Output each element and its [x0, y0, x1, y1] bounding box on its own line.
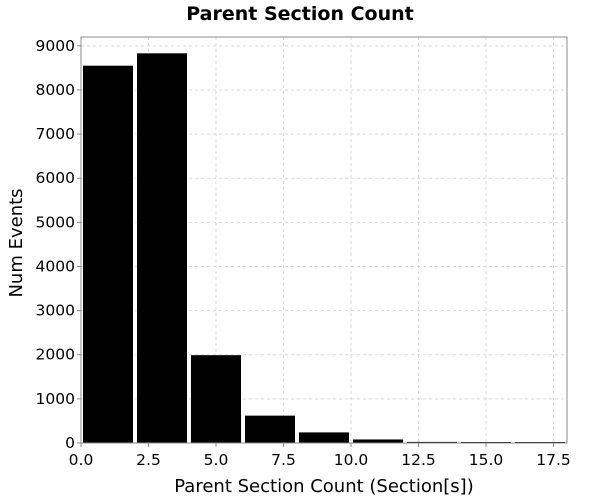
histogram-bar-4	[245, 415, 295, 443]
x-tick-label: 15.0	[469, 451, 504, 469]
y-axis-ticks: 0 1000 2000 3000 4000 5000 6000 7000 8000 9000	[36, 37, 81, 452]
y-tick-label: 4000	[36, 257, 75, 275]
y-tick-label: 1000	[36, 390, 75, 408]
histogram-bar-1	[83, 65, 133, 443]
x-tick-label: 17.5	[536, 451, 571, 469]
x-tick-label: 0.0	[69, 451, 94, 469]
histogram-bar-3	[191, 355, 241, 443]
y-axis-label: Num Events	[6, 188, 27, 297]
y-tick-label: 0	[65, 434, 75, 452]
y-tick-label: 9000	[36, 37, 75, 55]
x-tick-label: 2.5	[136, 451, 161, 469]
bars	[83, 53, 565, 444]
y-tick-label: 7000	[36, 125, 75, 143]
x-tick-label: 10.0	[334, 451, 369, 469]
histogram-bar-5	[299, 432, 349, 443]
histogram-bar-2	[137, 53, 187, 444]
plot-frame	[80, 36, 568, 444]
x-tick-label: 5.0	[204, 451, 229, 469]
histogram-bar-7	[407, 441, 457, 443]
x-tick-label: 12.5	[401, 451, 436, 469]
histogram-bar-6	[353, 439, 403, 443]
y-tick-label: 3000	[36, 302, 75, 320]
y-tick-label: 5000	[36, 213, 75, 231]
x-axis-ticks: 0.0 2.5 5.0 7.5 10.0 12.5 15.0 17.5	[69, 443, 571, 469]
y-tick-label: 2000	[36, 346, 75, 364]
chart-title: Parent Section Count	[186, 3, 413, 25]
x-axis-label: Parent Section Count (Section[s])	[174, 476, 473, 497]
y-tick-label: 8000	[36, 81, 75, 99]
y-tick-label: 6000	[36, 169, 75, 187]
x-tick-label: 7.5	[271, 451, 296, 469]
